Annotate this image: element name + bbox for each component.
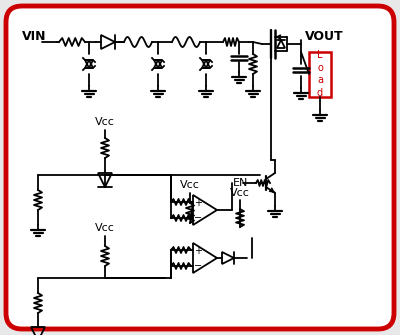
FancyBboxPatch shape bbox=[6, 6, 394, 329]
Text: −: − bbox=[194, 261, 202, 270]
Text: +: + bbox=[194, 246, 202, 256]
Text: EN: EN bbox=[233, 178, 248, 188]
Text: L
o
a
d: L o a d bbox=[317, 50, 323, 97]
Text: Vcc: Vcc bbox=[180, 180, 200, 190]
Text: +: + bbox=[194, 198, 202, 207]
Text: VOUT: VOUT bbox=[305, 29, 344, 43]
Bar bbox=[309, 52, 331, 97]
Text: Vcc: Vcc bbox=[95, 223, 115, 233]
Text: VIN: VIN bbox=[22, 29, 46, 43]
Text: Vcc: Vcc bbox=[95, 117, 115, 127]
Text: −: − bbox=[194, 212, 202, 222]
Text: Vcc: Vcc bbox=[230, 188, 250, 198]
